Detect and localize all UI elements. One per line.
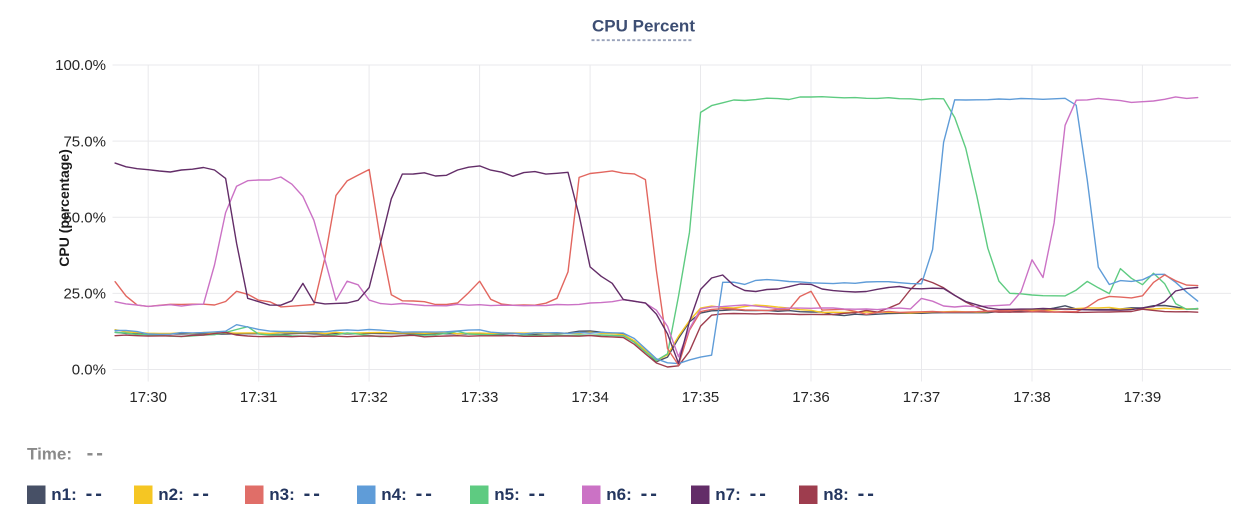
svg-text:n5:: n5: xyxy=(494,485,520,504)
svg-text:n2:: n2: xyxy=(158,485,184,504)
svg-text:75.0%: 75.0% xyxy=(63,133,106,150)
svg-text:100.0%: 100.0% xyxy=(55,57,106,74)
svg-text:--: -- xyxy=(86,483,105,505)
svg-text:n7:: n7: xyxy=(715,485,741,504)
svg-text:--: -- xyxy=(858,483,877,505)
svg-text:17:33: 17:33 xyxy=(461,389,499,406)
svg-text:--: -- xyxy=(641,483,660,505)
svg-text:17:39: 17:39 xyxy=(1124,389,1162,406)
svg-text:17:32: 17:32 xyxy=(350,389,388,406)
svg-text:--: -- xyxy=(193,483,212,505)
svg-text:n1:: n1: xyxy=(51,485,77,504)
svg-text:17:35: 17:35 xyxy=(682,389,720,406)
svg-text:CPU Percent: CPU Percent xyxy=(592,17,695,36)
svg-text:CPU (percentage): CPU (percentage) xyxy=(56,149,72,266)
svg-text:n4:: n4: xyxy=(381,485,407,504)
svg-text:n8:: n8: xyxy=(823,485,849,504)
svg-text:17:34: 17:34 xyxy=(571,389,609,406)
svg-text:17:37: 17:37 xyxy=(903,389,941,406)
svg-text:17:31: 17:31 xyxy=(240,389,278,406)
svg-text:17:38: 17:38 xyxy=(1013,389,1051,406)
svg-text:n6:: n6: xyxy=(606,485,632,504)
svg-text:0.0%: 0.0% xyxy=(72,362,106,379)
svg-text:--: -- xyxy=(416,483,435,505)
svg-text:--: -- xyxy=(87,443,106,465)
svg-text:Time:: Time: xyxy=(27,445,72,464)
svg-text:25.0%: 25.0% xyxy=(63,286,106,303)
svg-text:--: -- xyxy=(529,483,548,505)
svg-text:n3:: n3: xyxy=(269,485,295,504)
svg-text:--: -- xyxy=(750,483,769,505)
svg-text:17:30: 17:30 xyxy=(129,389,167,406)
svg-text:50.0%: 50.0% xyxy=(63,210,106,227)
svg-text:--: -- xyxy=(304,483,323,505)
svg-text:17:36: 17:36 xyxy=(792,389,830,406)
